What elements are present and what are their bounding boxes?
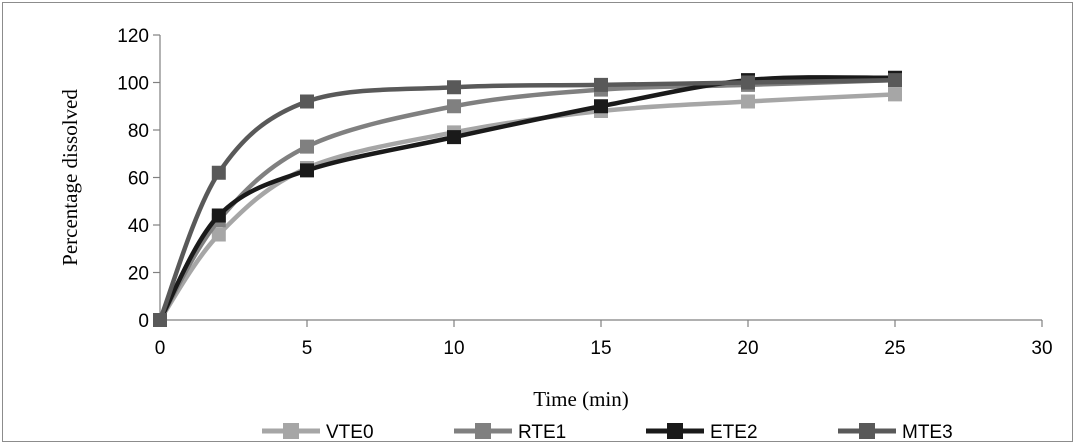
legend-label: ETE2 bbox=[710, 422, 758, 443]
data-point-ete2 bbox=[447, 130, 461, 145]
series-line-vte0 bbox=[158, 92, 896, 322]
x-tick-label: 10 bbox=[443, 338, 464, 359]
data-point-mte3 bbox=[153, 313, 167, 327]
legend-label: VTE0 bbox=[326, 422, 374, 443]
x-tick-label: 5 bbox=[302, 338, 313, 359]
data-point-ete2 bbox=[211, 208, 226, 223]
data-point-mte3 bbox=[211, 165, 226, 180]
legend-swatch-marker bbox=[283, 423, 299, 439]
data-point-mte3 bbox=[300, 94, 314, 109]
data-point-vte0 bbox=[211, 227, 226, 242]
data-point-rte1 bbox=[447, 99, 461, 114]
data-point-mte3 bbox=[741, 75, 755, 90]
series-layer bbox=[153, 70, 902, 327]
y-tick-label: 80 bbox=[128, 121, 149, 142]
data-point-mte3 bbox=[594, 77, 608, 92]
x-axis-title: Time (min) bbox=[533, 387, 628, 411]
x-tick-label: 25 bbox=[884, 338, 905, 359]
legend-item-mte3: MTE3 bbox=[838, 422, 953, 443]
legend-label: RTE1 bbox=[518, 422, 566, 443]
legend-item-vte0: VTE0 bbox=[262, 422, 374, 443]
y-tick-label: 40 bbox=[128, 216, 149, 237]
legend-label: MTE3 bbox=[902, 422, 953, 443]
legend-swatch-marker bbox=[859, 423, 875, 439]
data-point-mte3 bbox=[447, 80, 461, 95]
series-mte3 bbox=[153, 73, 902, 327]
data-point-ete2 bbox=[300, 163, 314, 178]
data-point-vte0 bbox=[741, 94, 755, 109]
axes: 0 20 40 60 80 100 120 0 5 10 15 20 25 30 bbox=[117, 26, 1052, 359]
y-tick-label: 100 bbox=[117, 74, 149, 95]
x-tick-label: 20 bbox=[737, 338, 758, 359]
data-point-vte0 bbox=[888, 87, 902, 102]
x-tick-label: 0 bbox=[155, 338, 166, 359]
series-line-ete2 bbox=[158, 75, 896, 322]
series-ete2 bbox=[153, 70, 902, 327]
legend: VTE0 RTE1 ETE2 MTE3 bbox=[262, 422, 953, 443]
legend-item-ete2: ETE2 bbox=[646, 422, 758, 443]
y-tick-label: 20 bbox=[128, 264, 149, 285]
y-tick-label: 0 bbox=[138, 311, 149, 332]
legend-swatch-marker bbox=[475, 423, 491, 439]
y-tick-label: 60 bbox=[128, 169, 149, 190]
data-point-mte3 bbox=[888, 73, 902, 88]
series-rte1 bbox=[153, 73, 902, 327]
data-point-rte1 bbox=[300, 139, 314, 154]
legend-item-rte1: RTE1 bbox=[454, 422, 566, 443]
x-tick-label: 15 bbox=[590, 338, 611, 359]
data-point-ete2 bbox=[594, 99, 608, 114]
legend-swatch-marker bbox=[667, 423, 683, 439]
y-tick-label: 120 bbox=[117, 26, 149, 47]
x-tick-label: 30 bbox=[1031, 338, 1052, 359]
series-line-rte1 bbox=[158, 77, 896, 322]
series-line-mte3 bbox=[157, 77, 896, 321]
y-axis-title: Percentage dissolved bbox=[58, 89, 82, 266]
